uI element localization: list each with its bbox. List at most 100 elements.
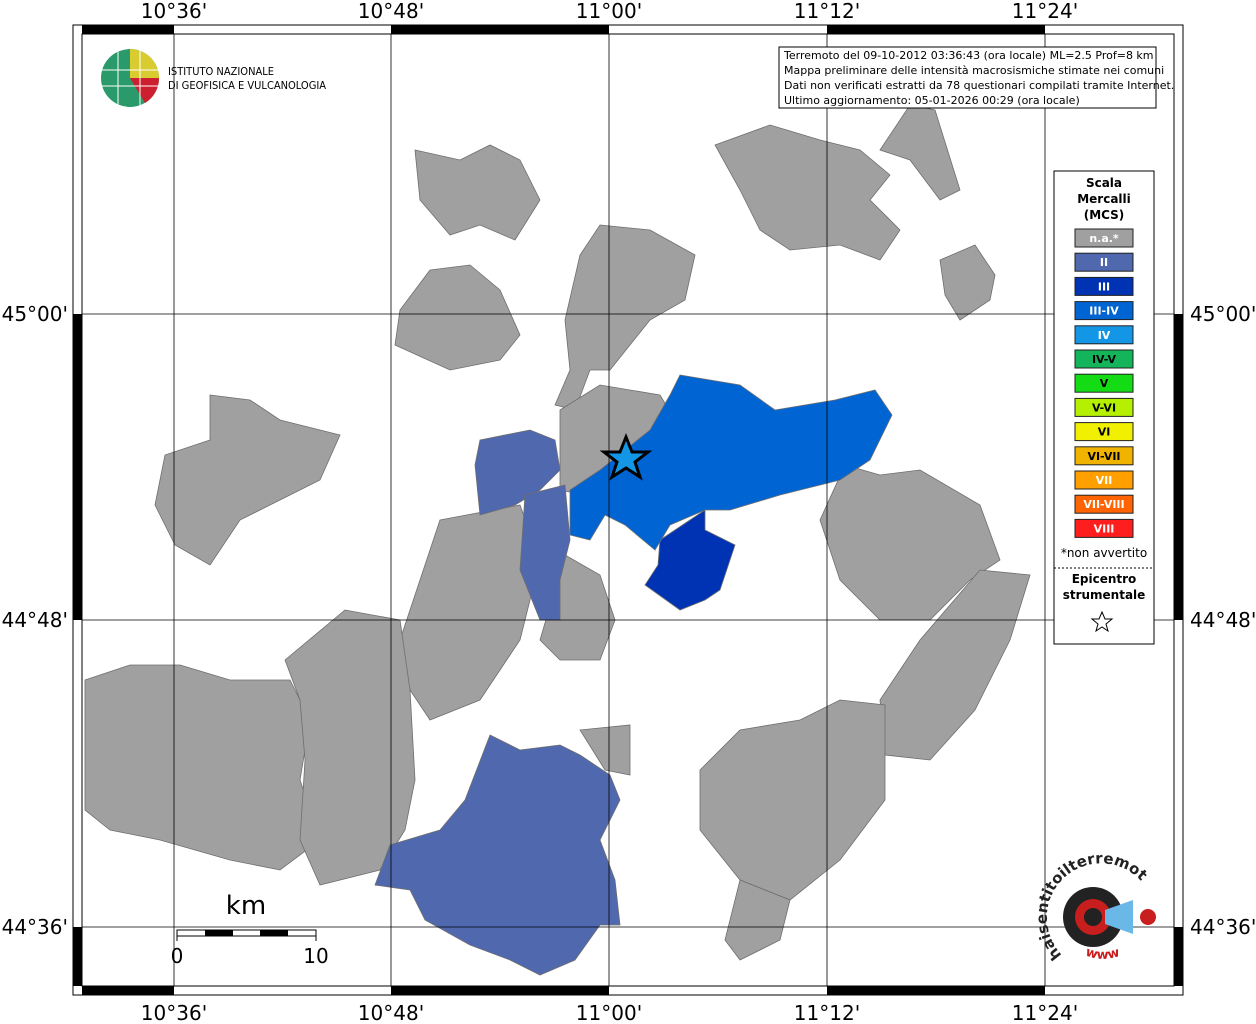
lat-label: 45°00' [2, 302, 68, 326]
municipality [154, 394, 341, 566]
legend-epicenter: Epicentro [1072, 572, 1137, 586]
lon-label: 11°24' [1012, 0, 1078, 23]
frame-inner [81, 33, 1175, 987]
legend-label: VII [1096, 474, 1113, 487]
logo-sector [130, 49, 159, 78]
legend-title: Mercalli [1077, 192, 1131, 206]
logo-grid [101, 50, 159, 106]
legend-label: III-IV [1089, 305, 1119, 318]
info-box [778, 46, 1157, 109]
badge-core [1084, 908, 1102, 926]
municipality-ii [374, 734, 621, 976]
scale-seg [260, 930, 288, 936]
badge-speaker [1105, 900, 1133, 934]
legend-label: VIII [1094, 522, 1115, 535]
lon-label: 11°00' [576, 0, 642, 23]
legend-label: IV-V [1092, 353, 1117, 366]
legend-swatch [1074, 397, 1134, 417]
scale-frame [176, 929, 317, 937]
municipality-iii-iv [569, 374, 893, 551]
legend-star [1090, 610, 1114, 633]
scale-bar: km 0 10 [171, 891, 329, 968]
lon-label: 11°24' [1012, 1001, 1078, 1024]
legend-swatch [1074, 494, 1134, 514]
municipality [939, 244, 996, 321]
legend: Scala Mercalli (MCS) *non avvertito Epic… [1053, 170, 1155, 645]
legend-title: (MCS) [1084, 208, 1125, 222]
lon-label: 11°12' [794, 1001, 860, 1024]
frame-seg [391, 986, 609, 995]
legend-swatch [1074, 470, 1134, 490]
municipality [414, 144, 541, 241]
frame-seg [391, 25, 609, 34]
lon-label: 10°48' [358, 0, 424, 23]
legend-label: n.a.* [1089, 232, 1119, 245]
municipalities [84, 104, 1031, 976]
legend-swatch [1074, 252, 1134, 272]
frame-seg [82, 986, 174, 995]
legend-swatch [1074, 446, 1134, 466]
frame-seg [73, 314, 82, 620]
badge-www: www [1084, 945, 1122, 963]
legend-label: II [1100, 256, 1108, 269]
lon-label: 10°36' [141, 0, 207, 23]
municipality [879, 569, 1031, 761]
legend-label: VI [1098, 426, 1111, 439]
frame-seg [1174, 927, 1183, 986]
municipality-iii [644, 509, 736, 611]
epicenter-star [599, 432, 653, 481]
legend-label: V [1100, 377, 1109, 390]
legend-label: V-VI [1092, 401, 1116, 414]
info-line: Ultimo aggiornamento: 05-01-2026 00:29 (… [784, 94, 1080, 107]
legend-label: VI-VII [1087, 450, 1120, 463]
lon-label: 10°48' [358, 1001, 424, 1024]
legend-label: IV [1098, 329, 1111, 342]
legend-swatch [1074, 422, 1134, 442]
municipality [714, 124, 901, 261]
municipality [554, 224, 696, 411]
legend-swatch [1074, 518, 1134, 538]
lon-label: 11°12' [794, 0, 860, 23]
ingv-logo: ISTITUTO NAZIONALE DI GEOFISICA E VULCAN… [101, 49, 326, 107]
municipality [724, 879, 791, 961]
lat-label: 44°48' [1190, 608, 1256, 632]
lat-label: 44°36' [2, 915, 68, 939]
municipality-ii [474, 429, 561, 516]
frame-seg [827, 986, 1045, 995]
legend-swatch [1074, 373, 1134, 393]
scale-label: 0 [171, 944, 184, 968]
frame-ticks [73, 25, 1183, 995]
legend-title: Scala [1086, 176, 1122, 190]
legend-swatch [1074, 325, 1134, 345]
frame-seg [827, 25, 1045, 34]
lon-label: 10°36' [141, 1001, 207, 1024]
legend-swatch [1074, 349, 1134, 369]
badge-dot [1140, 909, 1156, 925]
legend-label: III [1098, 280, 1110, 293]
institute-line: DI GEOFISICA E VULCANOLOGIA [168, 79, 326, 92]
badge-www-text: www [1084, 945, 1122, 963]
scale-label: 10 [303, 944, 328, 968]
scale-unit: km [226, 891, 266, 921]
info-line: Dati non verificati estratti da 78 quest… [784, 79, 1174, 92]
logo-sector [130, 78, 160, 103]
legend-note: *non avvertito [1061, 546, 1147, 560]
legend-swatch [1074, 301, 1134, 321]
legend-label: VII-VIII [1083, 498, 1124, 511]
municipality-ii [519, 484, 571, 621]
municipality [819, 464, 1001, 621]
municipality [394, 264, 521, 371]
info-line: Terremoto del 09-10-2012 03:36:43 (ora l… [783, 49, 1154, 62]
municipality [579, 724, 631, 776]
legend-swatch [1074, 228, 1134, 248]
lon-label: 11°00' [576, 1001, 642, 1024]
legend-swatch [1074, 276, 1134, 296]
graticule [82, 34, 1174, 986]
institute-line: ISTITUTO NAZIONALE [168, 65, 274, 78]
frame-seg [1174, 314, 1183, 620]
lat-label: 44°48' [2, 608, 68, 632]
